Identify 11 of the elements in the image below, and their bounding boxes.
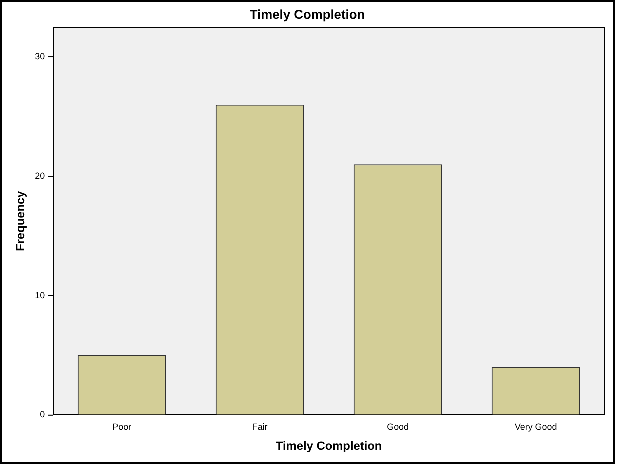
y-tick-label: 30	[35, 52, 46, 62]
y-tick-label: 10	[35, 290, 46, 300]
x-tick-label: Poor	[112, 422, 132, 432]
y-tick-label: 0	[40, 410, 46, 420]
x-tick-label: Very Good	[514, 422, 558, 432]
y-tick-label: 20	[35, 171, 46, 182]
x-tick-label: Good	[387, 422, 410, 432]
x-axis-title: Timely Completion	[276, 439, 382, 454]
chart-title: Timely Completion	[250, 7, 366, 22]
y-axis-title: Frequency	[13, 190, 28, 252]
x-tick-label: Fair	[252, 422, 268, 432]
